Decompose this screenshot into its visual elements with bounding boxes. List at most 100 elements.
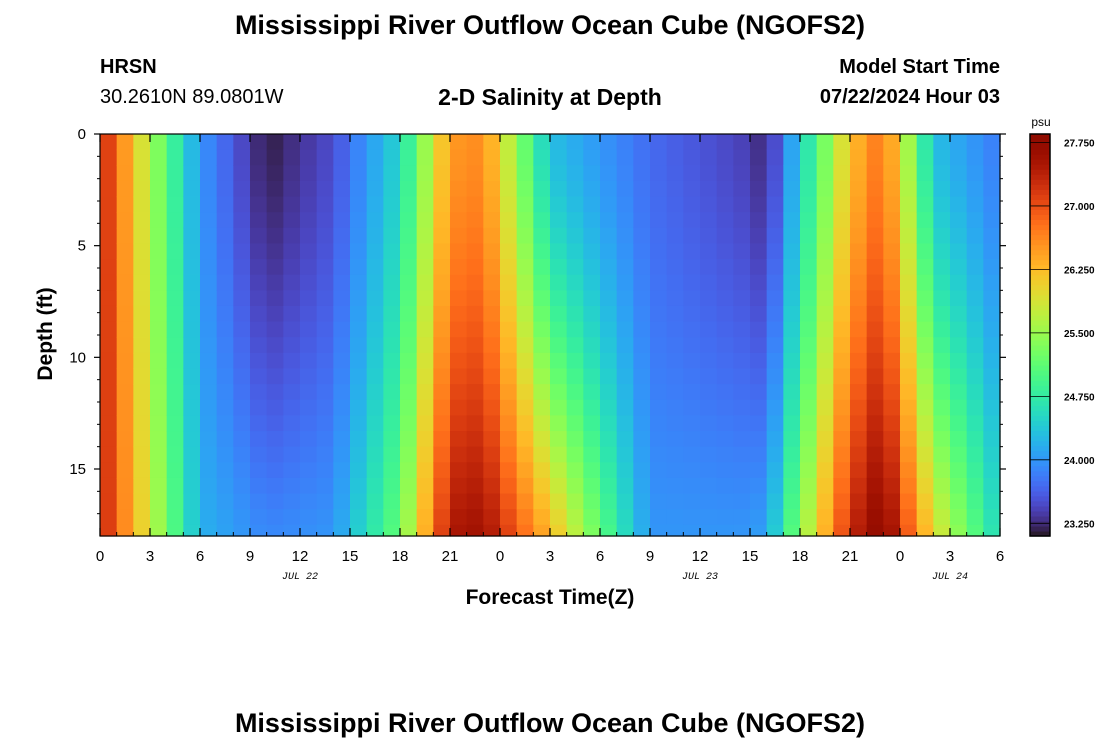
heatmap-cell (683, 431, 701, 448)
heatmap-cell (583, 431, 601, 448)
heatmap-cell (733, 415, 751, 432)
heatmap-cell (333, 493, 351, 510)
heatmap-cell (166, 134, 184, 151)
heatmap-cell (366, 446, 384, 463)
heatmap-cell (700, 165, 718, 182)
heatmap-cell (650, 321, 668, 338)
heatmap-cell (333, 227, 351, 245)
heatmap-cell (166, 305, 184, 323)
colorbar-segment (1030, 319, 1050, 326)
heatmap-cell (716, 305, 734, 323)
heatmap-cell (666, 149, 684, 166)
heatmap-cell (900, 180, 918, 198)
heatmap-cell (183, 149, 201, 166)
heatmap-cell (633, 274, 651, 291)
heatmap-cell (283, 196, 301, 213)
heatmap-cell (633, 415, 651, 432)
heatmap-cell (416, 368, 434, 385)
heatmap-cell (566, 165, 584, 182)
heatmap-cell (750, 399, 768, 416)
heatmap-cell (750, 493, 768, 510)
heatmap-cell (466, 352, 484, 370)
heatmap-cell (950, 290, 968, 307)
heatmap-cell (616, 196, 634, 213)
heatmap-cell (933, 446, 951, 463)
heatmap-cell (166, 493, 184, 510)
heatmap-cell (533, 196, 551, 213)
heatmap-cell (733, 431, 751, 448)
heatmap-cell (350, 415, 368, 432)
heatmap-cell (633, 477, 651, 495)
heatmap-cell (166, 321, 184, 338)
heatmap-cell (233, 243, 251, 260)
heatmap-cell (116, 290, 134, 307)
heatmap-cell (166, 524, 184, 537)
heatmap-cell (516, 243, 534, 260)
heatmap-cell (216, 134, 234, 151)
heatmap-cell (866, 446, 884, 463)
heatmap-cell (566, 477, 584, 495)
heatmap-cell (150, 165, 168, 182)
heatmap-cell (383, 462, 401, 479)
heatmap-cell (933, 149, 951, 166)
colorbar-segment (1030, 390, 1050, 396)
heatmap-cell (833, 493, 851, 510)
heatmap-cell (816, 337, 834, 354)
heatmap-cell (183, 212, 201, 229)
heatmap-cell (116, 524, 134, 537)
heatmap-cells (100, 134, 1001, 537)
heatmap-cell (516, 431, 534, 448)
heatmap-cell (850, 243, 868, 260)
colorbar-tick-label: 24.750 (1064, 392, 1095, 403)
heatmap-cell (416, 227, 434, 245)
heatmap-cell (483, 431, 501, 448)
heatmap-cell (916, 227, 934, 245)
heatmap-cell (900, 509, 918, 526)
heatmap-cell (933, 384, 951, 401)
heatmap-cell (316, 384, 334, 401)
heatmap-cell (850, 165, 868, 182)
heatmap-cell (966, 149, 984, 166)
heatmap-cell (483, 305, 501, 323)
heatmap-cell (100, 384, 118, 401)
heatmap-cell (633, 399, 651, 416)
heatmap-cell (350, 274, 368, 291)
heatmap-cell (666, 493, 684, 510)
heatmap-cell (533, 134, 551, 151)
heatmap-cell (500, 337, 518, 354)
heatmap-cell (166, 259, 184, 276)
heatmap-cell (933, 477, 951, 495)
heatmap-cell (450, 337, 468, 354)
heatmap-cell (283, 290, 301, 307)
colorbar-segment (1030, 505, 1050, 512)
heatmap-cell (500, 321, 518, 338)
heatmap-cell (150, 259, 168, 276)
heatmap-cell (500, 509, 518, 526)
heatmap-cell (300, 134, 318, 151)
heatmap-cell (783, 524, 801, 537)
heatmap-cell (916, 493, 934, 510)
heatmap-cell (483, 368, 501, 385)
heatmap-cell (683, 149, 701, 166)
heatmap-cell (550, 180, 568, 198)
heatmap-cell (350, 337, 368, 354)
heatmap-cell (816, 134, 834, 151)
colorbar-segment (1030, 430, 1050, 437)
heatmap-cell (833, 259, 851, 276)
heatmap-cell (466, 368, 484, 385)
heatmap-cell (316, 196, 334, 213)
heatmap-cell (816, 227, 834, 245)
heatmap-cell (700, 524, 718, 537)
heatmap-cell (566, 509, 584, 526)
heatmap-cell (183, 243, 201, 260)
heatmap-cell (650, 134, 668, 151)
heatmap-cell (283, 165, 301, 182)
heatmap-cell (550, 368, 568, 385)
heatmap-cell (233, 399, 251, 416)
heatmap-cell (333, 384, 351, 401)
heatmap-cell (383, 399, 401, 416)
heatmap-cell (750, 524, 768, 537)
heatmap-cell (266, 243, 284, 260)
heatmap-cell (400, 524, 418, 537)
heatmap-cell (583, 509, 601, 526)
